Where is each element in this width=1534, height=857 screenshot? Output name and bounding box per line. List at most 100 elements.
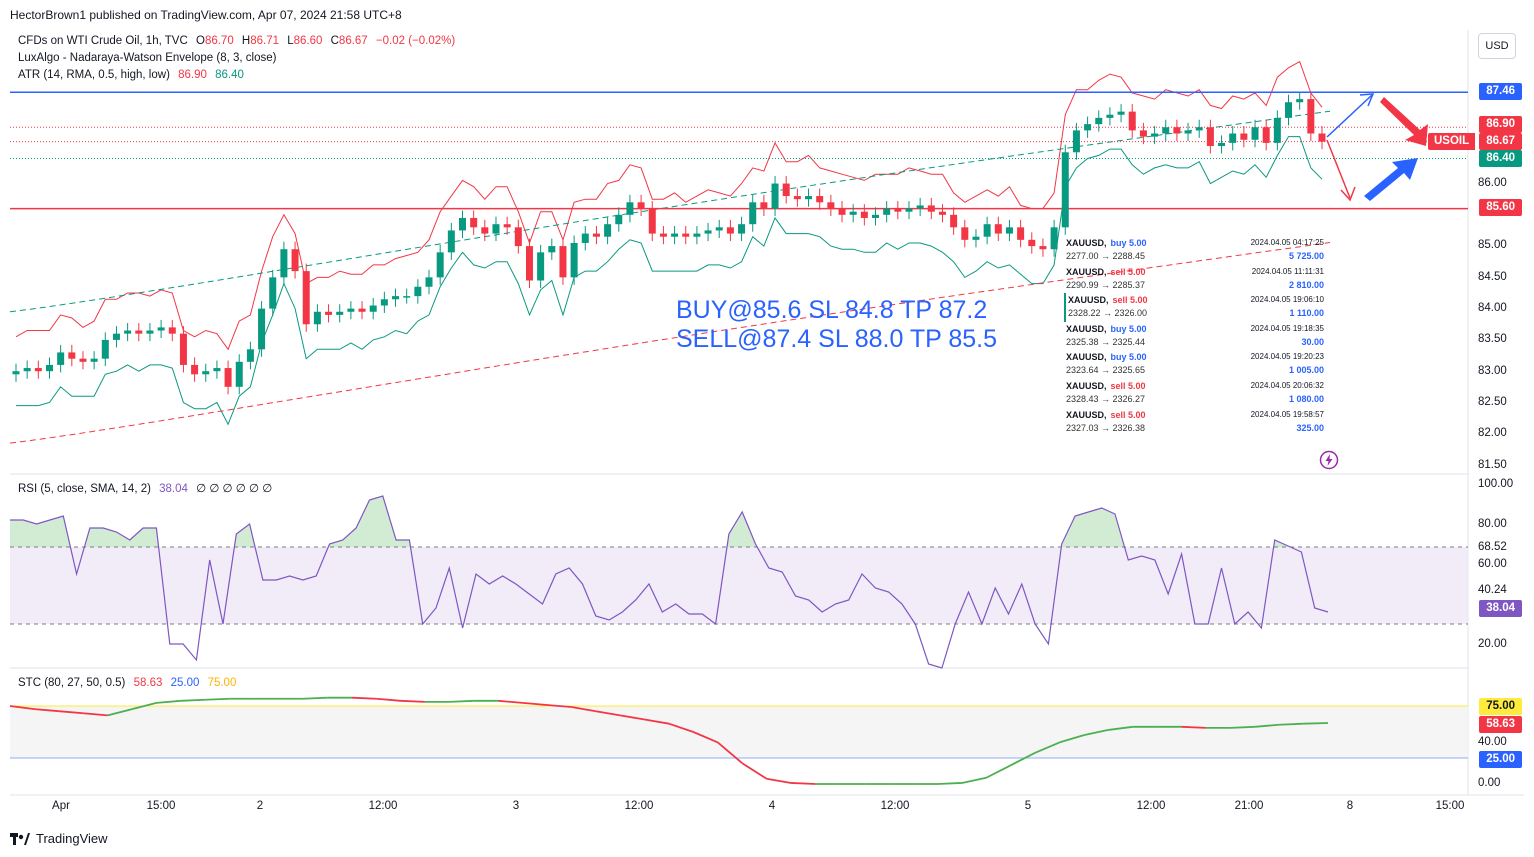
candle	[1084, 116, 1092, 138]
legend-stc: STC (80, 27, 50, 0.5) 58.63 25.00 75.00	[18, 677, 236, 689]
stc-segment	[1279, 722, 1304, 726]
legend-high: 86.71	[250, 35, 280, 47]
candle	[235, 354, 243, 395]
rsi-value-pill: 38.04	[1479, 600, 1522, 617]
time-tick: 12:00	[880, 800, 910, 812]
candle-body	[1195, 127, 1203, 131]
candle	[827, 194, 835, 217]
stc-segment	[644, 718, 670, 725]
candle	[470, 210, 478, 235]
trade-symbol: XAUUSD,	[1066, 409, 1107, 420]
candle-body	[849, 211, 857, 215]
tradingview-logo[interactable]: TradingView	[10, 831, 108, 846]
candle-body	[1251, 127, 1259, 140]
rsi-pane	[10, 495, 1468, 669]
candle-body	[726, 227, 734, 234]
trade-direction: sell 5.00	[1110, 380, 1146, 391]
lightning-icon[interactable]	[1319, 450, 1339, 470]
legend-rsi-value: 38.04	[159, 483, 188, 495]
candle-body	[1028, 239, 1036, 247]
up-forecast-arrowhead	[1359, 93, 1375, 107]
candle-body	[1229, 133, 1237, 143]
stc-pane	[9, 696, 1468, 785]
trade-date: 2024.04.05 19:58:57	[1250, 409, 1324, 419]
candle-body	[224, 368, 232, 387]
candle	[112, 326, 120, 348]
candle	[726, 219, 734, 242]
stc-band	[10, 706, 1468, 758]
candle	[581, 226, 589, 251]
candle-body	[291, 249, 299, 272]
stc-segment	[595, 710, 621, 717]
legend-low: 86.60	[293, 35, 323, 47]
legend-open: 86.70	[204, 35, 234, 47]
candle	[715, 219, 723, 238]
candle	[34, 360, 42, 379]
stc-segment	[741, 762, 768, 780]
trade-profit: 1 005.00	[1288, 365, 1324, 376]
stc-segment	[1034, 741, 1060, 754]
candle	[514, 219, 522, 254]
candle	[916, 197, 924, 217]
candle-body	[894, 208, 902, 212]
candle-body	[1005, 227, 1013, 234]
stc-segment	[937, 782, 962, 785]
candle	[101, 332, 109, 367]
currency-button[interactable]: USD	[1478, 33, 1516, 59]
trade-history-panel: XAUUSD, buy 5.00 2024.04.05 04:17:25 2277…	[1064, 236, 1326, 436]
candle	[1039, 238, 1047, 257]
legend-rsi: RSI (5, close, SMA, 14, 2) 38.04 ∅ ∅ ∅ ∅…	[18, 481, 272, 495]
rsi-tick: 100.00	[1478, 478, 1514, 490]
stc-segment	[790, 782, 816, 785]
candle-body	[380, 299, 388, 306]
stc-segment	[83, 712, 108, 717]
trade-entry: XAUUSD, buy 5.00 2024.04.05 19:18:35 2325…	[1064, 322, 1326, 351]
candle-body	[1061, 152, 1069, 228]
price-tick: 86.00	[1478, 177, 1507, 189]
candle-body	[347, 308, 355, 312]
symbol-tag: USOIL	[1428, 133, 1476, 150]
candle	[626, 194, 634, 223]
envelope-upper-band	[15, 60, 1323, 351]
candle	[325, 304, 333, 323]
sell-signal-text: SELL@87.4 SL 88.0 TP 85.5	[676, 325, 997, 353]
candle	[168, 319, 176, 342]
candle	[671, 226, 679, 245]
candle	[570, 235, 578, 285]
trade-direction: buy 5.00	[1110, 352, 1147, 363]
candle-body	[938, 211, 946, 215]
trade-profit: 2 810.00	[1288, 279, 1324, 290]
candle-body	[1072, 130, 1080, 153]
candle	[202, 363, 210, 382]
candle-body	[760, 202, 768, 209]
candle-body	[592, 233, 600, 237]
horizontal-levels	[10, 91, 1468, 210]
candle-body	[548, 246, 556, 253]
candle	[983, 216, 991, 245]
rsi-band	[10, 546, 1468, 624]
candle	[1285, 94, 1293, 126]
candle-body	[1296, 99, 1304, 103]
stc-tick: 40.00	[1478, 736, 1507, 748]
candle	[592, 226, 600, 245]
down-forecast-arrow	[1326, 139, 1351, 199]
price-tick: 84.50	[1478, 271, 1507, 283]
candle	[258, 301, 266, 357]
price-tick: 81.50	[1478, 459, 1507, 471]
rsi-tick: 60.00	[1478, 558, 1507, 570]
trade-signal-annotation[interactable]: BUY@85.6 SL 84.8 TP 87.2 SELL@87.4 SL 88…	[676, 296, 997, 354]
candle	[1028, 232, 1036, 254]
legend-close-label: C	[330, 35, 339, 47]
candle-body	[1106, 114, 1114, 118]
candle	[1307, 91, 1315, 142]
stc-segment	[205, 697, 230, 701]
rsi-tick: 20.00	[1478, 638, 1507, 650]
candle	[883, 201, 891, 223]
stc-segment	[156, 699, 181, 704]
buy-signal-text: BUY@85.6 SL 84.8 TP 87.2	[676, 296, 988, 324]
candle	[648, 201, 656, 242]
time-tick: 8	[1346, 800, 1354, 812]
candle	[503, 216, 511, 235]
candle-body	[470, 217, 478, 228]
